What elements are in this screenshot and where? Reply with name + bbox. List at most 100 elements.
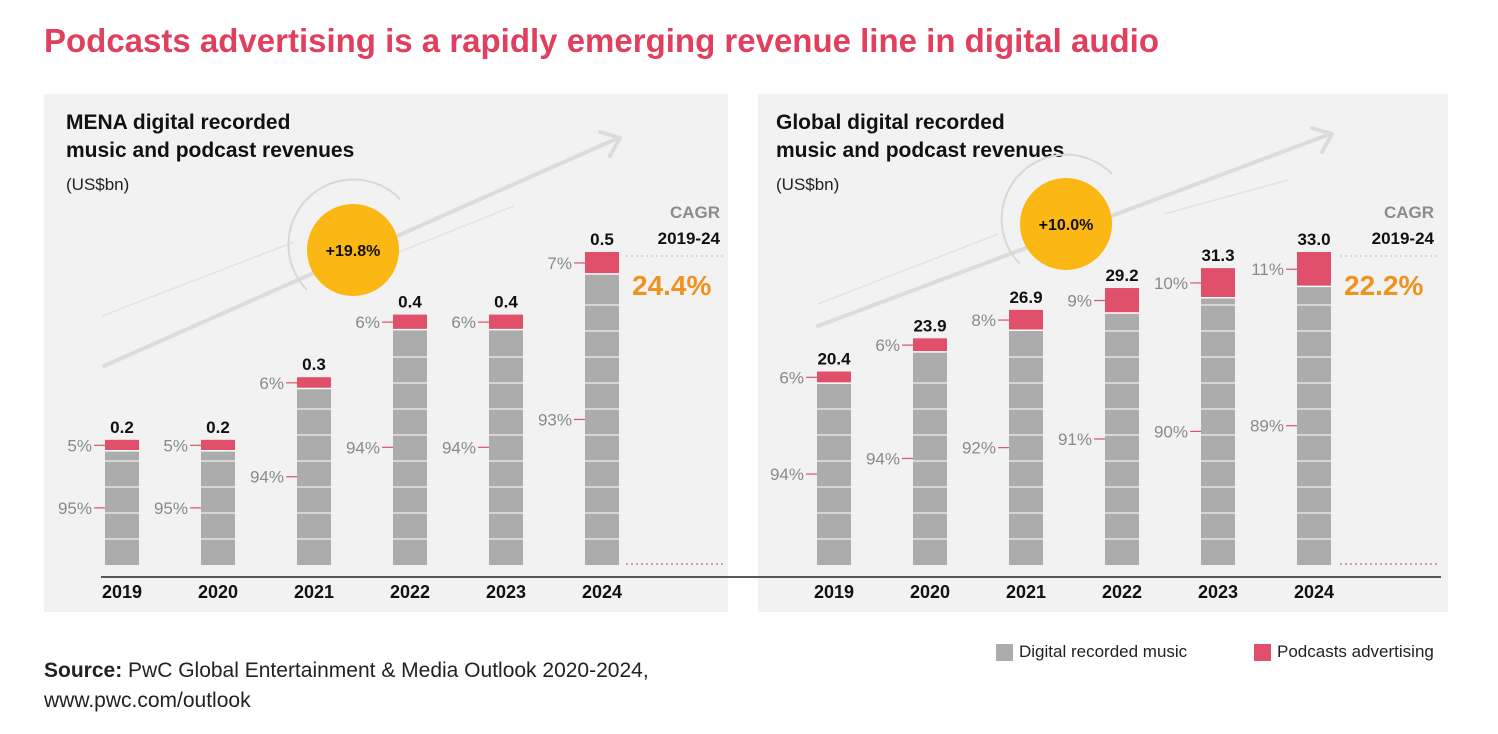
chart-title: Global digital recorded music and podcast…: [776, 111, 1064, 162]
x-tick-label: 2023: [486, 582, 526, 602]
bar-segment-music: [105, 450, 139, 565]
cagr-label: CAGR: [1384, 203, 1434, 222]
chart-unit: (US$bn): [776, 175, 839, 194]
legend-swatch-music: [996, 643, 1013, 661]
bar-segment-music: [201, 450, 235, 565]
x-tick-label: 2024: [1294, 582, 1334, 602]
legend-item-podcast: Podcasts advertising: [1254, 642, 1434, 662]
x-tick-label: 2021: [294, 582, 334, 602]
bar-segment-podcast: [201, 439, 235, 451]
bar-total-label: 20.4: [817, 350, 851, 369]
bar-segment-podcast: [913, 338, 947, 352]
trend-arrow-head: [1310, 126, 1334, 154]
podcast-share-label: 6%: [779, 368, 804, 387]
source-text: PwC Global Entertainment & Media Outlook…: [128, 659, 649, 682]
bar-segment-music: [817, 383, 851, 565]
bar-segment-podcast: [585, 252, 619, 274]
music-share-label: 92%: [962, 439, 996, 458]
chart-title-line: MENA digital recorded: [66, 111, 290, 134]
cagr-period: 2019-24: [658, 229, 721, 248]
x-tick-label: 2022: [390, 582, 430, 602]
mena-chart: MENA digital recorded music and podcast r…: [58, 111, 724, 602]
podcast-share-label: 9%: [1067, 292, 1092, 311]
bar-total-label: 0.4: [398, 293, 422, 312]
podcast-share-label: 6%: [259, 374, 284, 393]
x-tick-label: 2021: [1006, 582, 1046, 602]
bar-total-label: 26.9: [1009, 288, 1042, 307]
trend-arrow-head: [598, 130, 622, 158]
growth-value: +19.8%: [326, 243, 381, 260]
bar-segment-podcast: [1201, 268, 1235, 298]
cagr-value: 24.4%: [632, 270, 711, 301]
x-tick-label: 2019: [102, 582, 142, 602]
bar-total-label: 0.2: [110, 418, 134, 437]
x-tick-label: 2023: [1198, 582, 1238, 602]
bar-segment-podcast: [1105, 288, 1139, 313]
chart-title-line: music and podcast revenues: [776, 139, 1064, 162]
music-share-label: 94%: [770, 465, 804, 484]
trend-streak: [1163, 179, 1289, 215]
bar-segment-music: [489, 329, 523, 565]
podcast-share-label: 10%: [1154, 274, 1188, 293]
bar-total-label: 0.5: [590, 230, 614, 249]
music-share-label: 89%: [1250, 417, 1284, 436]
podcast-share-label: 6%: [355, 313, 380, 332]
bar-segment-podcast: [817, 371, 851, 384]
bar-segment-podcast: [105, 439, 139, 451]
x-tick-label: 2020: [198, 582, 238, 602]
music-share-label: 95%: [154, 499, 188, 518]
source-url: www.pwc.com/outlook: [44, 689, 251, 712]
bar-total-label: 33.0: [1297, 230, 1330, 249]
podcast-share-label: 6%: [451, 313, 476, 332]
growth-bubble: [307, 204, 399, 296]
growth-bubble: [1020, 178, 1112, 270]
bar-segment-music: [1105, 312, 1139, 565]
x-tick-label: 2022: [1102, 582, 1142, 602]
global-chart: Global digital recorded music and podcast…: [770, 111, 1440, 602]
music-share-label: 94%: [866, 449, 900, 468]
x-tick-label: 2019: [814, 582, 854, 602]
bar-segment-podcast: [393, 314, 427, 330]
podcast-share-label: 5%: [163, 436, 188, 455]
podcast-share-label: 5%: [67, 436, 92, 455]
podcast-share-label: 8%: [971, 311, 996, 330]
bar-total-label: 0.4: [494, 293, 518, 312]
trend-streak: [101, 241, 295, 317]
bar-segment-music: [297, 388, 331, 565]
legend-label-music: Digital recorded music: [1019, 642, 1188, 661]
bar-segment-podcast: [489, 314, 523, 330]
x-tick-label: 2024: [582, 582, 622, 602]
x-tick-label: 2020: [910, 582, 950, 602]
source-label: Source:: [44, 659, 123, 682]
bar-segment-music: [1009, 330, 1043, 565]
music-share-label: 94%: [250, 468, 284, 487]
legend-label-podcast: Podcasts advertising: [1277, 642, 1434, 661]
music-share-label: 94%: [346, 438, 380, 457]
podcast-share-label: 6%: [875, 336, 900, 355]
cagr-period: 2019-24: [1372, 229, 1435, 248]
bar-total-label: 23.9: [913, 316, 946, 335]
page-title: Podcasts advertising is a rapidly emergi…: [44, 22, 1159, 59]
growth-value: +10.0%: [1039, 217, 1094, 234]
bar-total-label: 0.2: [206, 418, 230, 437]
podcast-share-label: 11%: [1251, 260, 1284, 279]
podcast-share-label: 7%: [547, 254, 572, 273]
chart-title: MENA digital recorded music and podcast r…: [66, 111, 354, 162]
bar-segment-podcast: [1009, 309, 1043, 331]
cagr-value: 22.2%: [1344, 270, 1423, 301]
music-share-label: 95%: [58, 499, 92, 518]
growth-ring: [287, 178, 401, 291]
bar-segment-music: [913, 351, 947, 565]
bar-total-label: 31.3: [1201, 246, 1234, 265]
mena-chart-panel: MENA digital recorded music and podcast r…: [44, 94, 728, 612]
legend-swatch-podcast: [1254, 643, 1271, 661]
chart-title-line: Global digital recorded: [776, 111, 1005, 134]
global-chart-panel: Global digital recorded music and podcast…: [758, 94, 1448, 612]
bar-segment-podcast: [1297, 252, 1331, 287]
source-note: Source: PwC Global Entertainment & Media…: [44, 656, 649, 716]
growth-ring: [1000, 153, 1113, 265]
bar-total-label: 29.2: [1105, 266, 1138, 285]
bar-segment-podcast: [297, 377, 331, 389]
bar-total-label: 0.3: [302, 355, 326, 374]
bar-segment-music: [393, 329, 427, 565]
